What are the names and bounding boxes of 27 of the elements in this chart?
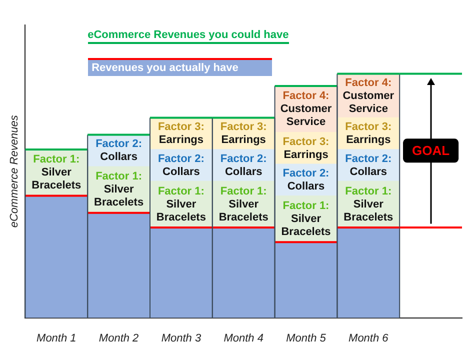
series-label: Factor 4: Customer Service [342, 76, 395, 115]
x-tick-label: Month 3 [161, 332, 202, 344]
text: Factor 3: Earrings [220, 121, 267, 146]
series-label: Factor 2: Collars [96, 138, 142, 164]
x-tick-label: Month 5 [286, 332, 327, 344]
x-tick-label: Month 1 [36, 332, 76, 344]
text: Factor 2: Collars [158, 152, 204, 178]
x-tick-label: Month 6 [348, 332, 390, 344]
text: Factor 3: Earrings [345, 121, 392, 146]
y-axis-title: eCommerce Revenues [8, 114, 21, 228]
text: Factor 1: Silver Bracelets [94, 170, 144, 209]
text: Factor 4: Customer Service [280, 90, 332, 128]
text: Revenues you actually have [88, 58, 272, 76]
text: Factor 1: Silver Bracelets [344, 185, 394, 224]
text: Factor 3: Earrings [282, 136, 330, 161]
x-tick-label: Month 4 [224, 332, 264, 344]
text: Factor 2: Collars [345, 152, 392, 178]
series-label: Factor 3: Earrings [158, 121, 204, 146]
text: Factor 2: Collars [282, 167, 330, 192]
x-tick-label: Month 2 [98, 332, 139, 344]
series-label: Factor 1: Silver Bracelets [32, 154, 82, 192]
annotation: GOAL [412, 143, 450, 158]
text: Factor 1: Silver Bracelets [156, 185, 206, 224]
text: Factor 1: Silver Bracelets [218, 185, 268, 224]
text: Factor 1: Silver Bracelets [281, 200, 331, 238]
text: eCommerce Revenues you could have [88, 29, 289, 44]
text: Factor 2: Collars [220, 152, 267, 178]
